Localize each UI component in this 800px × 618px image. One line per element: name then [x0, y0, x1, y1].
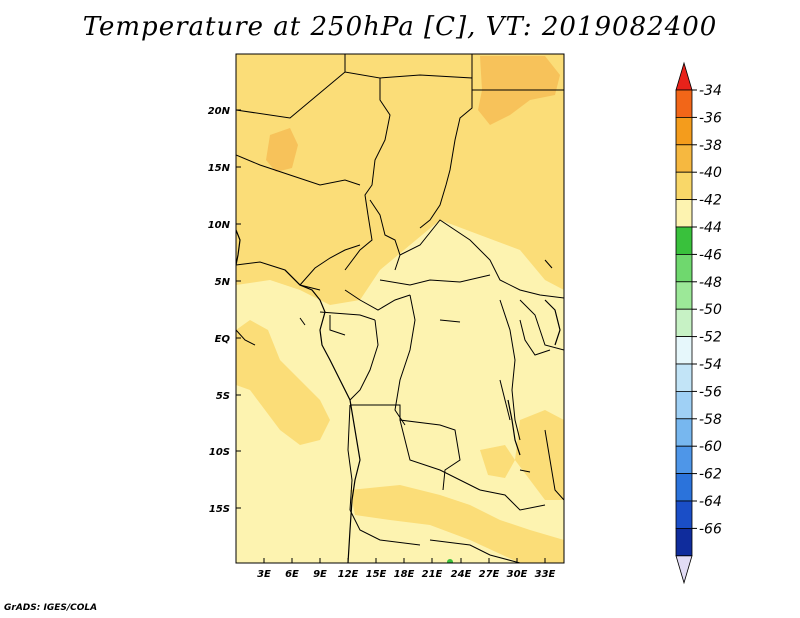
colorbar-swatch [675, 253, 693, 283]
lon-label: 18E [394, 569, 415, 580]
colorbar-swatch [675, 363, 693, 392]
colorbar-top-arrow [675, 61, 693, 91]
colorbar-label: -44 [699, 220, 722, 236]
lat-label: 15N [208, 163, 231, 174]
colorbar-swatch [675, 308, 693, 338]
colorbar-label: -54 [699, 357, 722, 373]
colorbar-label: -64 [699, 494, 722, 510]
lon-label: 27E [479, 569, 500, 580]
lon-label: 9E [313, 569, 327, 580]
map-panel [236, 54, 564, 563]
colorbar-swatch [675, 418, 693, 447]
colorbar-swatch [675, 117, 693, 146]
lat-label: 10N [208, 220, 231, 231]
colorbar-swatch [675, 500, 693, 529]
colorbar-label: -42 [699, 193, 722, 209]
temp-region-40-sw [236, 320, 330, 445]
lat-axis: 20N 15N 10N 5N EQ 5S 10S 15S [208, 106, 241, 515]
lon-label: 24E [451, 569, 472, 580]
colorbar-swatch [675, 473, 693, 502]
colorbar: -34 -36 -38 -40 -42 -44 -46 -48 -50 -52 -54 -56 -58 -… [675, 61, 722, 585]
lon-label: 33E [535, 569, 556, 580]
colorbar-swatch [675, 528, 693, 557]
lat-label: 5N [215, 277, 231, 288]
colorbar-label: -40 [699, 165, 722, 181]
lat-label: 10S [209, 447, 230, 458]
lat-label: 5S [216, 391, 230, 402]
colorbar-swatch [675, 281, 693, 310]
lon-label: 6E [285, 569, 299, 580]
temp-region-44-dot [447, 559, 453, 563]
colorbar-swatch [675, 445, 693, 475]
colorbar-label: -58 [699, 412, 722, 428]
lon-label: 30E [507, 569, 528, 580]
colorbar-label: -62 [699, 467, 722, 483]
chart-title: Temperature at 250hPa [C], VT: 201908240… [82, 12, 718, 42]
temp-region-40-north [236, 54, 564, 305]
footer-credit: GrADS: IGES/COLA [4, 603, 98, 613]
colorbar-label: -66 [699, 521, 722, 537]
lat-label: 20N [208, 106, 231, 117]
temp-region-40-mid [480, 445, 515, 478]
lat-label: EQ [215, 334, 231, 345]
colorbar-label: -46 [699, 247, 722, 263]
temp-region-40-se [515, 410, 564, 500]
colorbar-swatch [675, 144, 693, 173]
colorbar-swatch [675, 390, 693, 420]
colorbar-label: -36 [699, 110, 722, 126]
colorbar-label: -52 [699, 330, 722, 346]
lon-label: 15E [366, 569, 387, 580]
colorbar-label: -38 [699, 138, 722, 154]
lon-label: 21E [422, 569, 443, 580]
temp-region-38-west [266, 128, 298, 172]
colorbar-label: -34 [699, 83, 722, 99]
colorbar-swatch [675, 199, 693, 228]
colorbar-swatch [675, 171, 693, 200]
colorbar-label: -60 [699, 439, 722, 455]
colorbar-label: -48 [699, 275, 722, 291]
lon-label: 3E [257, 569, 271, 580]
colorbar-label: -50 [699, 302, 722, 318]
colorbar-label: -56 [699, 384, 722, 400]
colorbar-swatch [675, 336, 693, 365]
colorbar-bottom-arrow [675, 555, 693, 585]
colorbar-swatch [675, 89, 693, 118]
lon-label: 12E [338, 569, 359, 580]
temp-region-40-south [350, 485, 564, 563]
colorbar-swatch [675, 226, 693, 255]
coastlines [236, 229, 561, 563]
lon-axis: 3E 6E 9E 12E 15E 18E 21E 24E 27E 30E 33E [257, 558, 556, 580]
lat-label: 15S [209, 504, 230, 515]
map-frame [235, 53, 565, 564]
